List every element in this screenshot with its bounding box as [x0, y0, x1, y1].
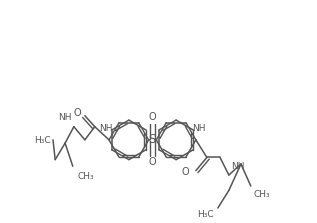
Text: H₃C: H₃C [35, 136, 51, 145]
Text: O: O [149, 112, 156, 122]
Text: NH: NH [58, 113, 72, 122]
Text: CH₃: CH₃ [77, 172, 94, 181]
Text: S: S [149, 133, 156, 146]
Text: O: O [149, 157, 156, 167]
Text: NH: NH [100, 124, 113, 133]
Text: H₃C: H₃C [197, 210, 213, 219]
Text: NH: NH [231, 162, 244, 171]
Text: NH: NH [192, 124, 205, 133]
Text: CH₃: CH₃ [253, 190, 270, 199]
Text: O: O [73, 109, 81, 118]
Text: O: O [182, 167, 189, 177]
